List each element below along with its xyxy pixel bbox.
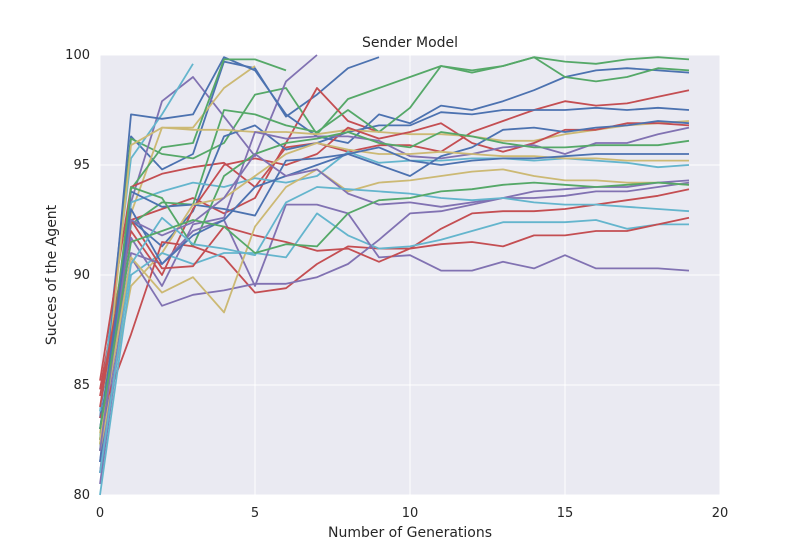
tick-labels: 0 5 10 15 20 80 85 90 95 100 [65, 48, 728, 521]
series-line-20 [99, 181, 690, 485]
y-tick-label: 100 [65, 48, 90, 63]
series-line-22 [99, 203, 690, 474]
series-line-16 [99, 120, 690, 463]
series-line-17 [99, 131, 690, 441]
series-line-14 [99, 122, 690, 397]
x-tick-label: 0 [96, 506, 104, 521]
series-line-11 [99, 56, 690, 452]
series-line-25 [99, 146, 689, 430]
x-axis-label: Number of Generations [328, 525, 492, 541]
series-line-21 [99, 212, 689, 496]
y-axis-label: Succes of the Agent [44, 204, 60, 345]
x-tick-label: 15 [557, 506, 574, 521]
y-tick-label: 80 [73, 488, 90, 503]
y-tick-label: 85 [73, 378, 90, 393]
y-tick-label: 95 [73, 158, 90, 173]
series-line-27 [99, 186, 690, 474]
series-line-24 [99, 168, 690, 441]
series-line-10 [99, 106, 690, 430]
x-tick-label: 5 [251, 506, 259, 521]
series-line-13 [99, 150, 690, 441]
x-tick-label: 20 [712, 506, 729, 521]
series-layer [99, 54, 690, 496]
series-line-28 [99, 181, 690, 430]
series-line-23 [99, 216, 690, 408]
x-tick-label: 10 [402, 506, 419, 521]
y-tick-label: 90 [73, 268, 90, 283]
chart-title: Sender Model [362, 35, 458, 51]
series-line-2 [99, 56, 690, 441]
